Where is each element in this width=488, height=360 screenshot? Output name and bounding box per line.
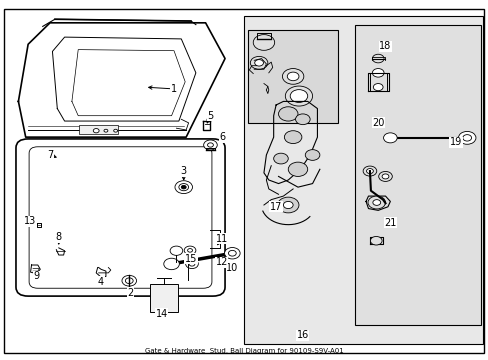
Circle shape	[185, 259, 198, 269]
Circle shape	[224, 248, 240, 259]
Bar	[355, 24, 480, 325]
Circle shape	[282, 68, 303, 84]
Text: 15: 15	[184, 253, 197, 264]
Text: 18: 18	[379, 41, 391, 51]
Circle shape	[250, 57, 267, 69]
Circle shape	[462, 135, 470, 141]
Circle shape	[184, 246, 196, 255]
Circle shape	[372, 54, 383, 63]
Circle shape	[93, 129, 99, 133]
Bar	[244, 16, 482, 344]
Circle shape	[370, 237, 381, 245]
Text: 19: 19	[449, 138, 461, 148]
Circle shape	[207, 143, 213, 147]
Circle shape	[367, 196, 385, 209]
Circle shape	[372, 84, 382, 91]
Text: 4: 4	[98, 277, 104, 287]
Circle shape	[285, 86, 312, 106]
Circle shape	[181, 185, 186, 189]
Circle shape	[104, 129, 108, 132]
Circle shape	[383, 133, 396, 143]
Bar	[79, 125, 118, 134]
Text: 14: 14	[155, 309, 167, 319]
Circle shape	[189, 262, 195, 266]
Circle shape	[289, 90, 307, 103]
Circle shape	[305, 150, 319, 160]
Text: 6: 6	[219, 132, 225, 142]
Text: 7: 7	[47, 150, 53, 160]
Text: 1: 1	[171, 84, 177, 94]
Circle shape	[372, 200, 380, 205]
Circle shape	[187, 249, 192, 252]
Text: Gate & Hardware  Stud, Ball Diagram for 90109-S9V-A01: Gate & Hardware Stud, Ball Diagram for 9…	[145, 348, 343, 354]
Circle shape	[363, 166, 376, 176]
Bar	[149, 284, 178, 312]
Circle shape	[125, 278, 133, 284]
Circle shape	[372, 68, 383, 77]
Text: 17: 17	[269, 202, 282, 212]
Text: 12: 12	[215, 257, 227, 267]
Circle shape	[378, 171, 391, 181]
Circle shape	[254, 60, 263, 66]
Text: 13: 13	[24, 216, 37, 226]
Circle shape	[273, 153, 287, 164]
Text: 2: 2	[127, 288, 133, 297]
Bar	[369, 73, 386, 91]
Circle shape	[366, 168, 372, 174]
Bar	[248, 30, 338, 123]
Circle shape	[253, 35, 274, 50]
Circle shape	[179, 184, 188, 191]
Circle shape	[122, 275, 136, 286]
Text: 16: 16	[296, 330, 308, 341]
Circle shape	[277, 197, 298, 213]
Circle shape	[381, 174, 388, 179]
Circle shape	[114, 129, 117, 132]
Text: 21: 21	[384, 218, 396, 228]
Circle shape	[228, 250, 236, 256]
Text: 11: 11	[215, 234, 227, 244]
Circle shape	[278, 107, 297, 121]
Circle shape	[284, 131, 301, 144]
Circle shape	[163, 258, 179, 270]
Circle shape	[203, 140, 217, 150]
Circle shape	[458, 131, 475, 144]
Text: 10: 10	[226, 262, 238, 273]
Circle shape	[287, 162, 307, 176]
Text: 5: 5	[207, 111, 213, 121]
Circle shape	[295, 114, 309, 125]
Text: 20: 20	[371, 118, 384, 128]
Text: 3: 3	[180, 166, 186, 176]
Circle shape	[175, 181, 192, 194]
Text: 9: 9	[33, 271, 40, 282]
Circle shape	[283, 202, 292, 208]
Text: 8: 8	[56, 232, 61, 242]
Circle shape	[287, 72, 298, 81]
